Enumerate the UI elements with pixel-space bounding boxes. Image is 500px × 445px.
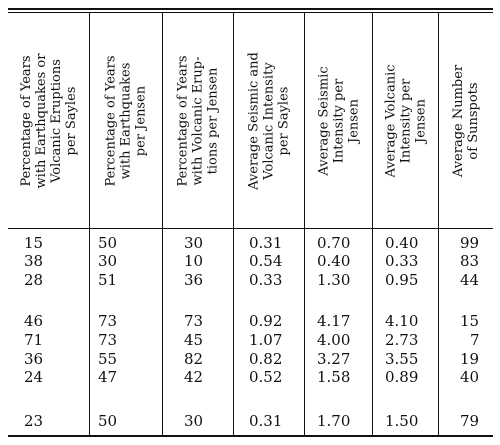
- column-header-cell: Average Seismic Intensity per Jensen: [305, 13, 372, 228]
- table-cell: 51: [98, 271, 118, 289]
- table-cell: 50: [98, 412, 118, 430]
- table-cell: 73: [184, 312, 204, 330]
- table-cell: 1.30: [317, 271, 351, 289]
- table-cell: 10: [184, 252, 204, 270]
- table-cell: 82: [184, 350, 204, 368]
- table-cell: 1.70: [317, 412, 351, 430]
- column-header-cell: Average Seismic and Volcanic Intensity p…: [234, 13, 304, 228]
- table-cell: 42: [184, 368, 204, 386]
- table-cell: 0.54: [249, 252, 283, 270]
- table-cell: 7: [470, 331, 480, 349]
- column-divider: [162, 12, 163, 436]
- column-header: Percentage of Years with Earthquakes or …: [18, 53, 79, 188]
- table-cell: 36: [24, 350, 44, 368]
- table-cell: 23: [24, 412, 44, 430]
- table-cell: 36: [184, 271, 204, 289]
- column-divider: [89, 12, 90, 436]
- table-cell: 4.00: [317, 331, 351, 349]
- table-cell: 55: [98, 350, 118, 368]
- data-table: Percentage of Years with Earthquakes or …: [8, 8, 493, 440]
- top-rule-inner: [8, 12, 493, 13]
- table-cell: 83: [460, 252, 480, 270]
- table-cell: 1.58: [317, 368, 351, 386]
- table-cell: 30: [184, 234, 204, 252]
- column-header-cell: Percentage of Years with Volcanic Erup- …: [163, 13, 233, 228]
- column-divider: [304, 12, 305, 436]
- table-cell: 1.50: [385, 412, 419, 430]
- column-header: Average Seismic and Volcanic Intensity p…: [246, 51, 292, 190]
- table-cell: 15: [24, 234, 44, 252]
- column-header: Average Volcanic Intensity per Jensen: [383, 63, 428, 178]
- column-divider: [438, 12, 439, 436]
- table-cell: 71: [24, 331, 44, 349]
- column-divider: [233, 12, 234, 436]
- table-cell: 3.27: [317, 350, 351, 368]
- table-cell: 30: [184, 412, 204, 430]
- table-cell: 0.95: [385, 271, 419, 289]
- table-cell: 44: [460, 271, 480, 289]
- table-cell: 28: [24, 271, 44, 289]
- table-cell: 0.33: [249, 271, 283, 289]
- top-rule: [8, 8, 493, 10]
- table-cell: 1.07: [249, 331, 283, 349]
- table-cell: 73: [98, 312, 118, 330]
- bottom-rule: [8, 435, 493, 437]
- column-header-cell: Average Number of Sunspots: [439, 13, 493, 228]
- table-cell: 0.31: [249, 234, 283, 252]
- column-header: Percentage of Years with Volcanic Erup- …: [175, 54, 221, 187]
- table-cell: 99: [460, 234, 480, 252]
- column-divider: [372, 12, 373, 436]
- table-cell: 15: [460, 312, 480, 330]
- column-header: Average Number of Sunspots: [451, 64, 481, 177]
- table-cell: 2.73: [385, 331, 419, 349]
- column-header: Average Seismic Intensity per Jensen: [316, 65, 361, 176]
- table-cell: 45: [184, 331, 204, 349]
- table-cell: 0.52: [249, 368, 283, 386]
- table-cell: 0.40: [385, 234, 419, 252]
- table-cell: 24: [24, 368, 44, 386]
- table-cell: 0.82: [249, 350, 283, 368]
- table-cell: 3.55: [385, 350, 419, 368]
- table-cell: 47: [98, 368, 118, 386]
- table-cell: 73: [98, 331, 118, 349]
- table-cell: 0.70: [317, 234, 351, 252]
- table-cell: 0.92: [249, 312, 283, 330]
- table-cell: 50: [98, 234, 118, 252]
- table-cell: 38: [24, 252, 44, 270]
- table-cell: 30: [98, 252, 118, 270]
- column-header: Percentage of Years with Earthquakes per…: [103, 54, 149, 187]
- column-header-cell: Average Volcanic Intensity per Jensen: [373, 13, 438, 228]
- table-cell: 40: [460, 368, 480, 386]
- header-rule: [8, 228, 493, 230]
- table-cell: 0.33: [385, 252, 419, 270]
- table-cell: 4.10: [385, 312, 419, 330]
- table-cell: 0.89: [385, 368, 419, 386]
- table-cell: 19: [460, 350, 480, 368]
- table-cell: 0.31: [249, 412, 283, 430]
- table-cell: 0.40: [317, 252, 351, 270]
- table-cell: 79: [460, 412, 480, 430]
- table-body: 15 50 30 0.31 0.70 0.40 99 38 30 10 0.54…: [8, 232, 493, 432]
- table-cell: 4.17: [317, 312, 351, 330]
- column-header-cell: Percentage of Years with Earthquakes per…: [90, 13, 162, 228]
- column-header-cell: Percentage of Years with Earthquakes or …: [8, 13, 89, 228]
- table-cell: 46: [24, 312, 44, 330]
